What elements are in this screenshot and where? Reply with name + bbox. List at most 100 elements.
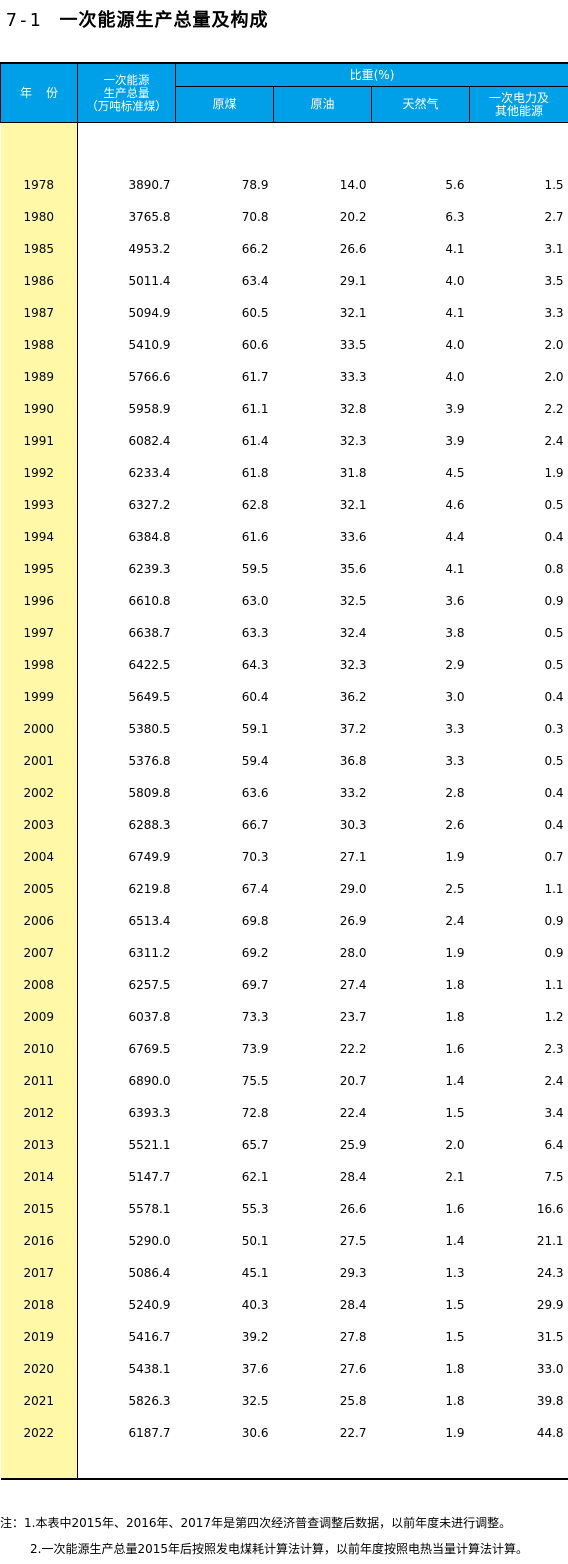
total-cell: 5094.9 (128, 305, 171, 320)
oil-cell: 33.6 (339, 529, 367, 544)
coal-cell: 78.9 (241, 177, 269, 192)
gas-cell: 1.5 (445, 1329, 465, 1344)
gas-cell: 3.9 (445, 433, 465, 448)
total-cell: 5086.4 (128, 1265, 171, 1280)
note-2: 2.一次能源生产总量2015年后按照发电煤耗计算法计算，以前年度按照电热当量计算… (30, 1542, 528, 1556)
table-row: 1995 6239.3 59.5 35.6 4.1 0.8 (0, 548, 568, 581)
other-cell: 31.5 (536, 1329, 564, 1344)
table-body: 1978 3890.7 78.9 14.0 5.6 1.5 1980 3765.8 70.8 20… (0, 122, 568, 1480)
table-number: 7-1 (6, 10, 42, 31)
year-cell: 1996 (0, 580, 78, 613)
year-cell: 2012 (0, 1092, 78, 1125)
gas-cell: 1.8 (445, 977, 465, 992)
table-spacer-row (0, 122, 568, 165)
year-cell: 2014 (0, 1156, 78, 1189)
total-cell: 6219.8 (128, 881, 171, 896)
table-row: 1989 5766.6 61.7 33.3 4.0 2.0 (0, 356, 568, 389)
total-cell: 5290.0 (128, 1233, 171, 1248)
header-share: 比重(%) (174, 62, 568, 87)
oil-cell: 29.0 (339, 881, 367, 896)
total-cell: 6233.4 (128, 465, 171, 480)
oil-cell: 29.3 (339, 1265, 367, 1280)
oil-cell: 32.8 (339, 401, 367, 416)
coal-cell: 69.7 (241, 977, 269, 992)
oil-cell: 14.0 (339, 177, 367, 192)
other-cell: 3.5 (544, 273, 564, 288)
table-row: 2022 6187.7 30.6 22.7 1.9 44.8 (0, 1412, 568, 1445)
table-row: 1999 5649.5 60.4 36.2 3.0 0.4 (0, 676, 568, 709)
table-title: 一次能源生产总量及构成 (59, 10, 269, 31)
total-cell: 6422.5 (128, 657, 171, 672)
gas-cell: 2.8 (445, 785, 465, 800)
table-row: 1987 5094.9 60.5 32.1 4.1 3.3 (0, 292, 568, 325)
year-cell: 2004 (0, 836, 78, 869)
other-cell: 0.9 (544, 945, 564, 960)
gas-cell: 2.4 (445, 913, 465, 928)
other-cell: 0.8 (544, 561, 564, 576)
total-cell: 5649.5 (128, 689, 171, 704)
table-row: 2004 6749.9 70.3 27.1 1.9 0.7 (0, 836, 568, 869)
gas-cell: 1.4 (445, 1073, 465, 1088)
year-cell: 1997 (0, 612, 78, 645)
other-cell: 0.5 (544, 657, 564, 672)
coal-cell: 67.4 (241, 881, 269, 896)
other-cell: 1.1 (544, 977, 564, 992)
gas-cell: 1.9 (445, 849, 465, 864)
spacer-cell (273, 1444, 372, 1480)
other-cell: 7.5 (544, 1169, 564, 1184)
oil-cell: 33.3 (339, 369, 367, 384)
other-cell: 1.2 (544, 1009, 564, 1024)
other-cell: 0.4 (544, 529, 564, 544)
spacer-cell (175, 1444, 274, 1480)
table-row: 1985 4953.2 66.2 26.6 4.1 3.1 (0, 228, 568, 261)
total-cell: 5958.9 (128, 401, 171, 416)
total-cell: 5438.1 (128, 1361, 171, 1376)
oil-cell: 27.4 (339, 977, 367, 992)
gas-cell: 3.8 (445, 625, 465, 640)
total-cell: 6393.3 (128, 1105, 171, 1120)
table-row: 2012 6393.3 72.8 22.4 1.5 3.4 (0, 1092, 568, 1125)
gas-cell: 2.6 (445, 817, 465, 832)
gas-cell: 4.1 (445, 241, 465, 256)
other-cell: 2.3 (544, 1041, 564, 1056)
other-cell: 3.4 (544, 1105, 564, 1120)
oil-cell: 35.6 (339, 561, 367, 576)
other-cell: 44.8 (536, 1425, 564, 1440)
total-cell: 6384.8 (128, 529, 171, 544)
spacer-cell (371, 1444, 470, 1480)
year-cell: 1994 (0, 516, 78, 549)
total-cell: 6769.5 (128, 1041, 171, 1056)
gas-cell: 2.5 (445, 881, 465, 896)
total-cell: 6513.4 (128, 913, 171, 928)
coal-cell: 60.4 (241, 689, 269, 704)
coal-cell: 40.3 (241, 1297, 269, 1312)
other-cell: 2.7 (544, 209, 564, 224)
table-row: 2020 5438.1 37.6 27.6 1.8 33.0 (0, 1348, 568, 1381)
oil-cell: 25.9 (339, 1137, 367, 1152)
gas-cell: 3.0 (445, 689, 465, 704)
year-cell: 2009 (0, 996, 78, 1029)
header-total-line3: （万吨标准煤） (86, 98, 167, 113)
oil-cell: 33.5 (339, 337, 367, 352)
coal-cell: 61.1 (241, 401, 269, 416)
total-cell: 5826.3 (128, 1393, 171, 1408)
total-cell: 6327.2 (128, 497, 171, 512)
table-row: 2018 5240.9 40.3 28.4 1.5 29.9 (0, 1284, 568, 1317)
gas-cell: 4.1 (445, 561, 465, 576)
total-cell: 5809.8 (128, 785, 171, 800)
other-cell: 2.0 (544, 369, 564, 384)
other-cell: 0.7 (544, 849, 564, 864)
gas-cell: 6.3 (445, 209, 465, 224)
year-cell: 2019 (0, 1316, 78, 1349)
table-row: 1994 6384.8 61.6 33.6 4.4 0.4 (0, 516, 568, 549)
other-cell: 33.0 (536, 1361, 564, 1376)
spacer-cell (469, 1444, 568, 1480)
year-cell-spacer (0, 1444, 78, 1480)
other-cell: 0.9 (544, 913, 564, 928)
coal-cell: 37.6 (241, 1361, 269, 1376)
coal-cell: 66.7 (241, 817, 269, 832)
gas-cell: 4.1 (445, 305, 465, 320)
year-cell: 2015 (0, 1188, 78, 1221)
oil-cell: 32.5 (339, 593, 367, 608)
oil-cell: 22.4 (339, 1105, 367, 1120)
